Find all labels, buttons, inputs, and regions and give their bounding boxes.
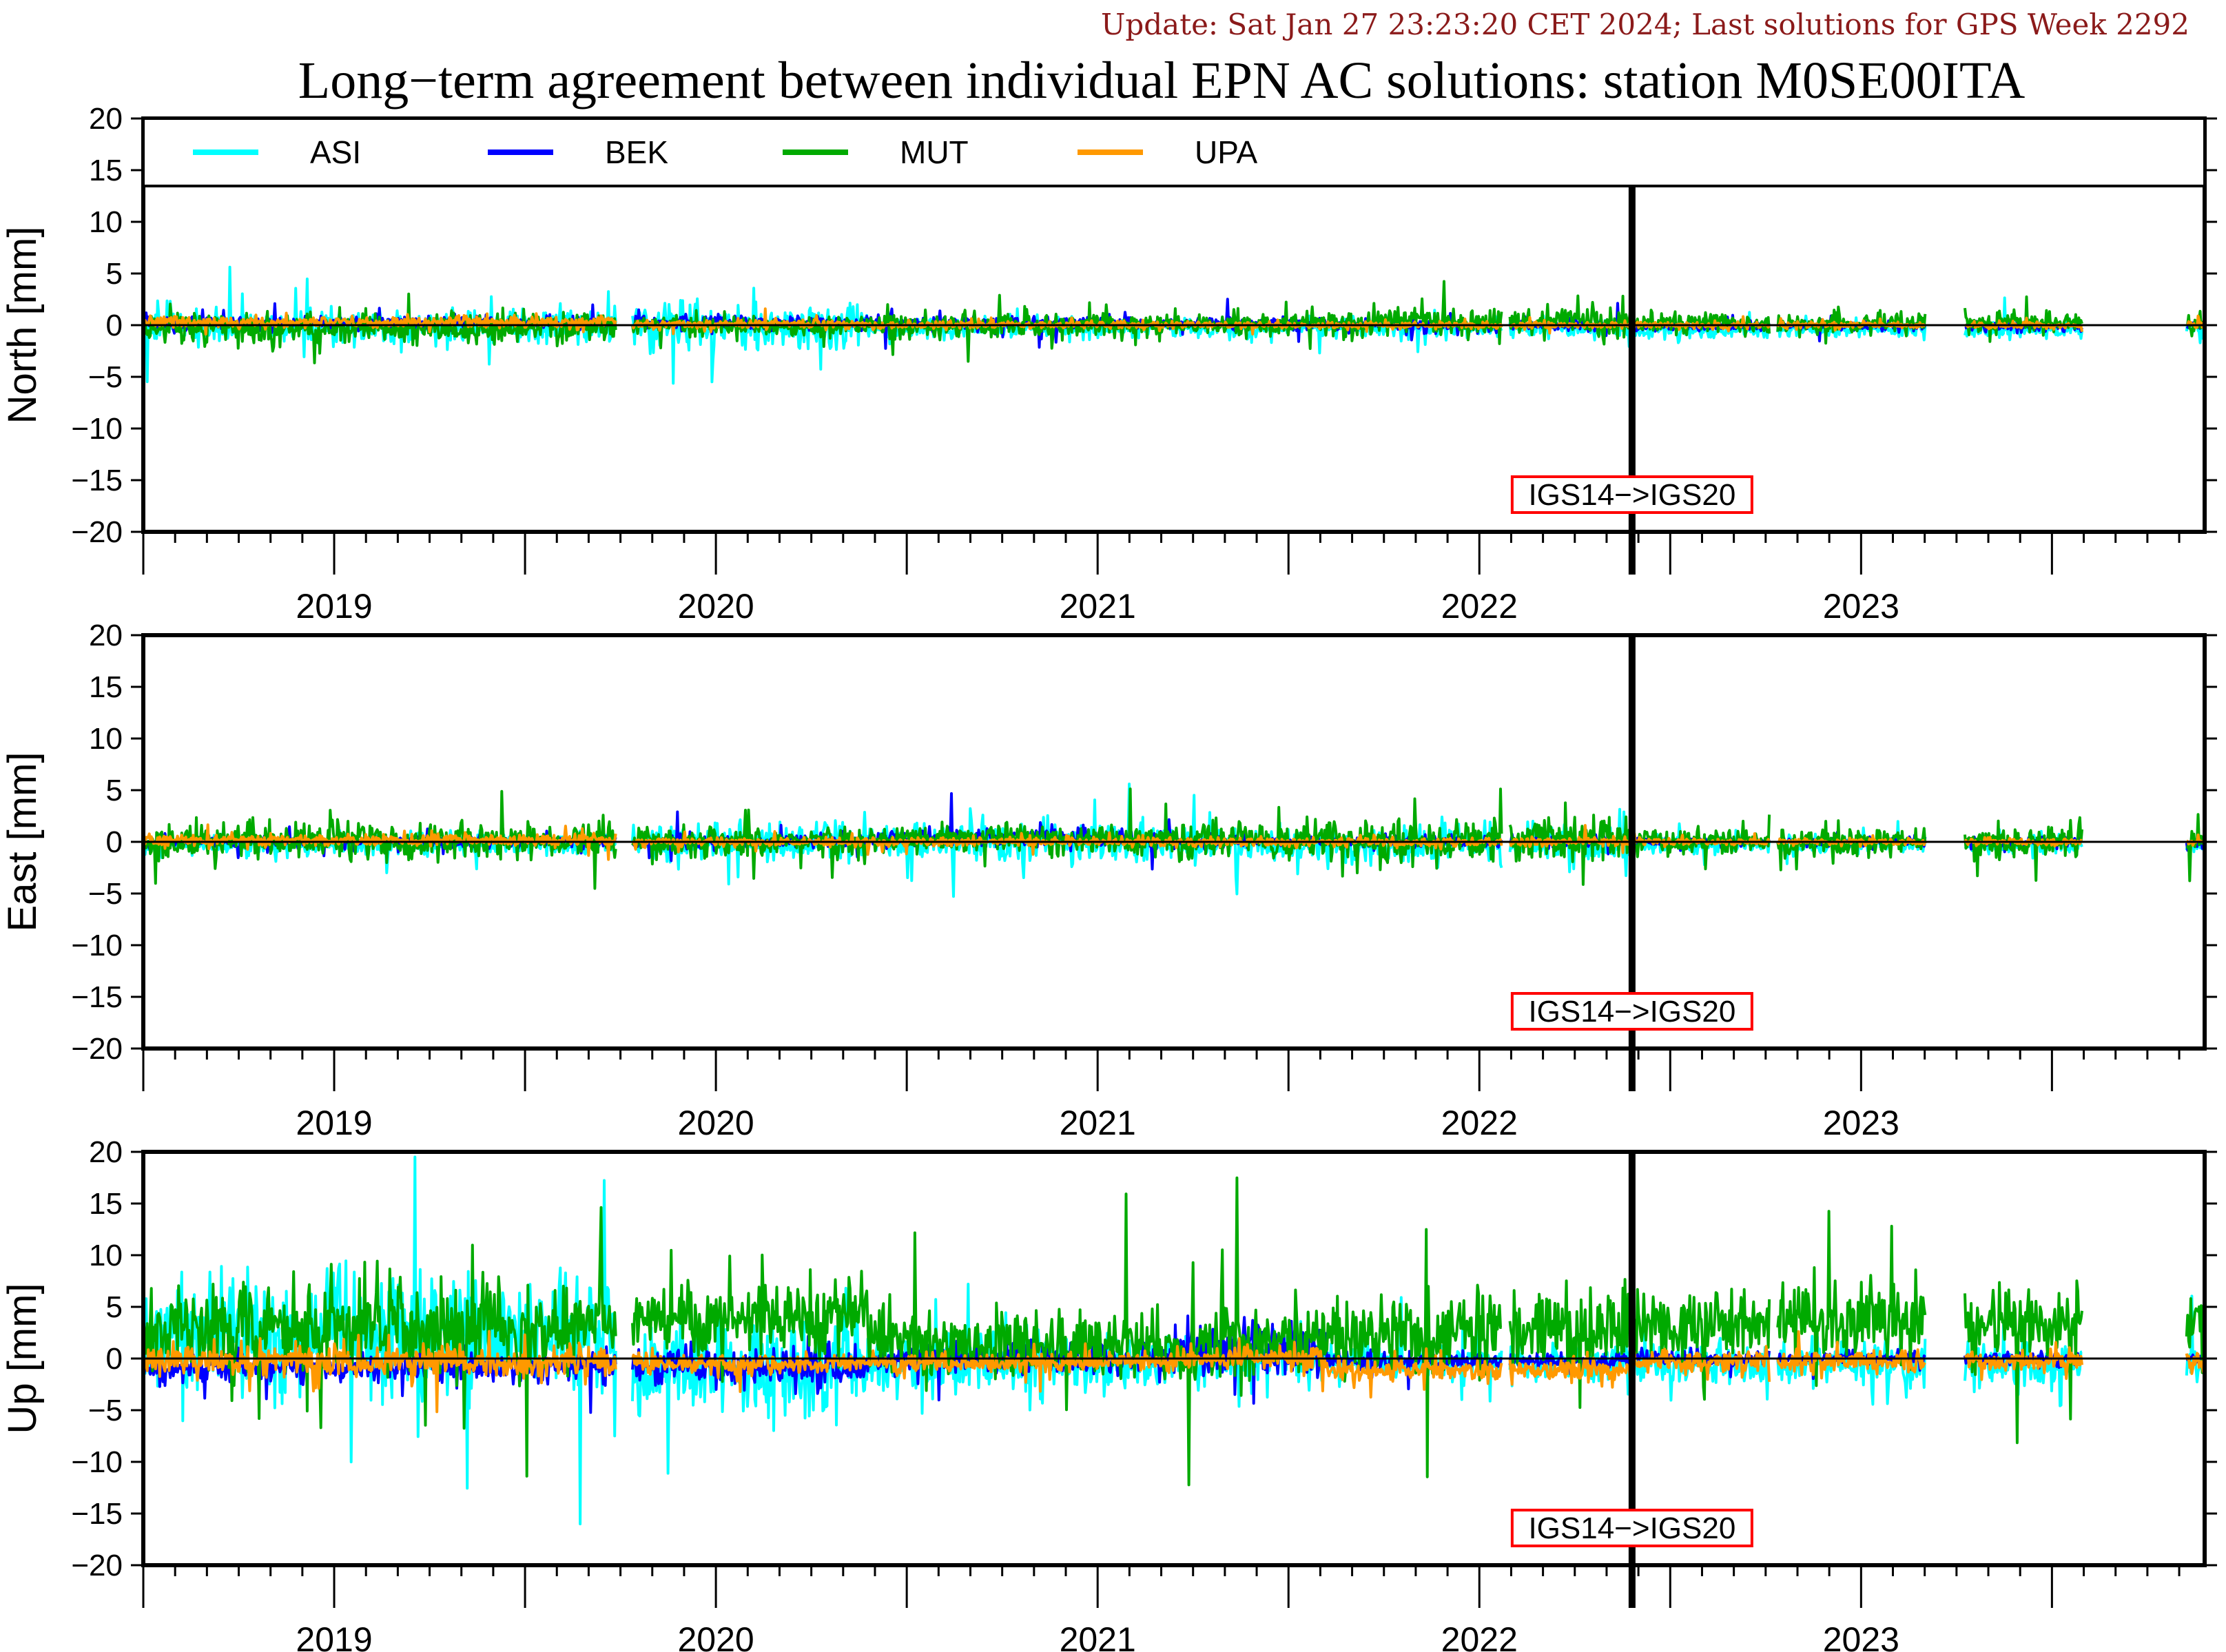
y-tick-label: 10 (89, 205, 123, 239)
x-tick-label: 2020 (677, 587, 754, 626)
frame-change-label: IGS14−>IGS20 (1528, 995, 1735, 1029)
x-tick-label: 2022 (1441, 587, 1518, 626)
y-tick-label: 15 (89, 154, 123, 187)
x-tick-label: 2021 (1060, 1620, 1136, 1652)
y-tick-label: −10 (71, 1445, 123, 1479)
panel-0: −20 −15 −10 −5 0 5 10 15 20 North [mm] 2019 2020 202… (0, 102, 2217, 626)
frame-change-box (1510, 992, 1753, 1031)
y-tick-label: −10 (71, 412, 123, 446)
x-tick-label: 2022 (1441, 1104, 1518, 1142)
legend-label-bek: BEK (605, 134, 668, 170)
x-tick-label: 2023 (1823, 1620, 1899, 1652)
y-tick-label: 20 (89, 102, 123, 136)
panel-1: −20 −15 −10 −5 0 5 10 15 20 East [mm] 2019 2020 2021… (0, 619, 2217, 1142)
panel-2: −20 −15 −10 −5 0 5 10 15 20 Up [mm] 2019 2020 2021 20… (0, 1135, 2217, 1652)
y-tick-label: −20 (71, 1549, 123, 1582)
y-tick-label: −20 (71, 1032, 123, 1066)
x-tick-label: 2020 (677, 1104, 754, 1142)
y-tick-label: 15 (89, 670, 123, 704)
y-tick-label: −5 (88, 877, 123, 911)
y-tick-label: 5 (106, 774, 123, 807)
series-line-mut (143, 1176, 2206, 1487)
y-axis-label: East [mm] (0, 752, 45, 931)
y-tick-label: 10 (89, 722, 123, 756)
x-tick-label: 2021 (1060, 587, 1136, 626)
legend-label-upa: UPA (1195, 134, 1257, 170)
y-axis-label: North [mm] (0, 227, 45, 424)
y-tick-label: −15 (71, 464, 123, 497)
y-tick-label: −5 (88, 360, 123, 394)
x-tick-label: 2019 (296, 587, 372, 626)
series-line-upa (143, 1330, 2206, 1414)
y-tick-label: 0 (106, 825, 123, 859)
frame-change-label: IGS14−>IGS20 (1528, 1511, 1735, 1545)
y-tick-label: 5 (106, 257, 123, 291)
update-timestamp: Update: Sat Jan 27 23:23:20 CET 2024; La… (1101, 8, 2189, 41)
x-tick-label: 2020 (677, 1620, 754, 1652)
y-tick-label: 10 (89, 1239, 123, 1272)
frame-change-box (1510, 475, 1753, 514)
legend-label-asi: ASI (310, 134, 361, 170)
y-axis-label: Up [mm] (0, 1283, 45, 1434)
y-tick-label: 0 (106, 1342, 123, 1376)
y-tick-label: −15 (71, 980, 123, 1014)
frame-change-label: IGS14−>IGS20 (1528, 478, 1735, 512)
x-tick-label: 2021 (1060, 1104, 1136, 1142)
legend-box (142, 117, 2206, 187)
y-tick-label: 15 (89, 1187, 123, 1221)
y-tick-label: −5 (88, 1394, 123, 1427)
frame-change-box (1510, 1509, 1753, 1547)
chart-title: Long−term agreement between individual E… (298, 52, 2026, 110)
y-tick-label: −15 (71, 1497, 123, 1531)
x-tick-label: 2019 (296, 1104, 372, 1142)
y-tick-label: 20 (89, 1135, 123, 1169)
x-tick-label: 2019 (296, 1620, 372, 1652)
x-tick-label: 2023 (1823, 1104, 1899, 1142)
legend-label-mut: MUT (900, 134, 969, 170)
y-tick-label: 20 (89, 619, 123, 652)
y-tick-label: −10 (71, 929, 123, 962)
x-tick-label: 2022 (1441, 1620, 1518, 1652)
y-tick-label: 5 (106, 1290, 123, 1324)
y-tick-label: −20 (71, 515, 123, 549)
y-tick-label: 0 (106, 309, 123, 342)
x-tick-label: 2023 (1823, 587, 1899, 626)
